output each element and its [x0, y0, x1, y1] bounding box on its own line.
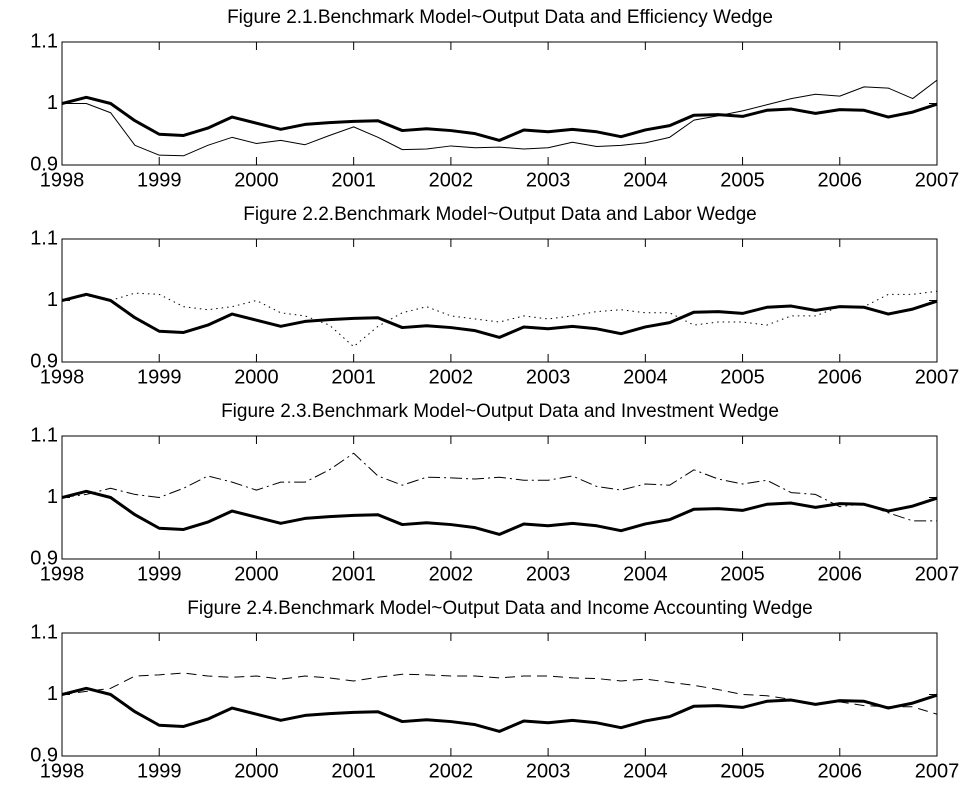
- x-tick-label: 2007: [915, 366, 960, 388]
- x-tick-label: 2007: [915, 760, 960, 782]
- line-series: [62, 686, 937, 733]
- chart-title: Figure 2.4.Benchmark Model~Output Data a…: [187, 598, 812, 619]
- x-tick-label: 2006: [818, 169, 863, 191]
- x-tick-label: 2001: [331, 366, 376, 388]
- y-tick-label: 1.1: [30, 424, 58, 446]
- x-tick-label: 2006: [818, 563, 863, 585]
- axes-box: [61, 435, 938, 560]
- y-tick-label: 0.9: [30, 744, 58, 766]
- x-tick-label: 1999: [137, 563, 182, 585]
- panel: Figure 2.4.Benchmark Model~Output Data a…: [30, 598, 959, 782]
- x-tick-label: 2005: [720, 169, 765, 191]
- axes-box: [61, 238, 938, 363]
- x-tick-label: 2000: [234, 169, 279, 191]
- x-tick-label: 2007: [915, 169, 960, 191]
- y-tick-label: 1: [47, 289, 58, 311]
- x-tick-label: 2005: [720, 563, 765, 585]
- x-tick-label: 2002: [429, 366, 474, 388]
- x-tick-label: 2001: [331, 760, 376, 782]
- x-tick-label: 1998: [40, 366, 85, 388]
- x-tick-label: 2000: [234, 760, 279, 782]
- x-tick-label: 2006: [818, 366, 863, 388]
- x-tick-label: 1998: [40, 760, 85, 782]
- x-tick-label: 2005: [720, 366, 765, 388]
- x-tick-label: 2003: [526, 563, 571, 585]
- x-tick-label: 2003: [526, 169, 571, 191]
- line-series: [62, 79, 937, 157]
- x-tick-label: 2006: [818, 760, 863, 782]
- x-tick-label: 2005: [720, 760, 765, 782]
- x-tick-label: 2001: [331, 563, 376, 585]
- x-tick-label: 1999: [137, 169, 182, 191]
- x-tick-label: 2003: [526, 760, 571, 782]
- y-tick-label: 1.1: [30, 30, 58, 52]
- chart-title: Figure 2.2.Benchmark Model~Output Data a…: [243, 204, 756, 225]
- x-tick-label: 2000: [234, 366, 279, 388]
- y-tick-label: 0.9: [30, 547, 58, 569]
- panel: Figure 2.2.Benchmark Model~Output Data a…: [30, 204, 959, 388]
- y-tick-label: 1: [47, 92, 58, 114]
- x-tick-label: 1999: [137, 366, 182, 388]
- panel: Figure 2.1.Benchmark Model~Output Data a…: [30, 7, 959, 191]
- x-tick-label: 2004: [623, 563, 668, 585]
- line-series: [62, 452, 937, 522]
- x-tick-label: 2004: [623, 366, 668, 388]
- chart-title: Figure 2.3.Benchmark Model~Output Data a…: [221, 401, 779, 422]
- y-tick-label: 0.9: [30, 350, 58, 372]
- x-tick-label: 2002: [429, 563, 474, 585]
- x-tick-label: 2002: [429, 760, 474, 782]
- x-tick-label: 2007: [915, 563, 960, 585]
- x-tick-label: 2004: [623, 169, 668, 191]
- line-series: [62, 95, 937, 142]
- x-tick-label: 1999: [137, 760, 182, 782]
- x-tick-label: 1998: [40, 169, 85, 191]
- y-tick-label: 1.1: [30, 621, 58, 643]
- x-tick-label: 1998: [40, 563, 85, 585]
- chart-title: Figure 2.1.Benchmark Model~Output Data a…: [227, 7, 773, 28]
- x-tick-label: 2001: [331, 169, 376, 191]
- y-tick-label: 0.9: [30, 153, 58, 175]
- axes-box: [61, 632, 938, 757]
- line-series: [62, 672, 937, 715]
- line-series: [62, 292, 937, 339]
- x-tick-label: 2003: [526, 366, 571, 388]
- line-series: [62, 489, 937, 536]
- x-tick-label: 2004: [623, 760, 668, 782]
- y-tick-label: 1: [47, 683, 58, 705]
- y-tick-label: 1: [47, 486, 58, 508]
- x-tick-label: 2000: [234, 563, 279, 585]
- x-tick-label: 2002: [429, 169, 474, 191]
- axes-box: [61, 41, 938, 166]
- y-tick-label: 1.1: [30, 227, 58, 249]
- panel: Figure 2.3.Benchmark Model~Output Data a…: [30, 401, 959, 585]
